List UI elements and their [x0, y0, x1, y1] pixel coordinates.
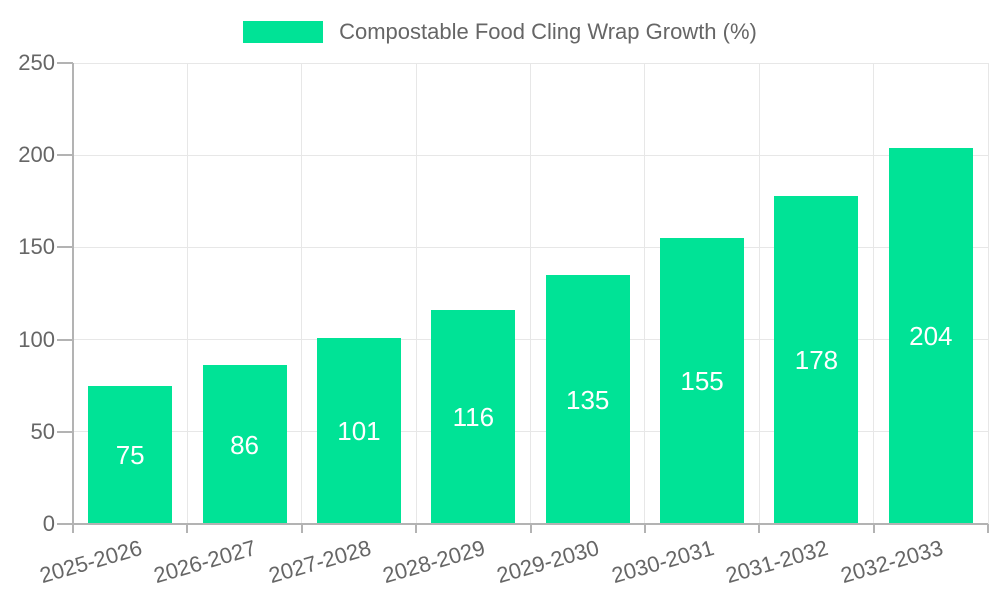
bar[interactable]: 178 — [774, 195, 859, 524]
bar[interactable]: 204 — [888, 147, 973, 524]
x-axis-tick — [987, 524, 989, 533]
bar-value-label: 135 — [565, 384, 610, 415]
y-axis-line — [72, 63, 74, 533]
y-axis-tick — [57, 62, 73, 64]
gridline-v — [873, 63, 875, 524]
y-axis-tick-label: 50 — [30, 418, 55, 444]
gridline-v — [301, 63, 303, 524]
gridline-v — [758, 63, 760, 524]
x-axis-line — [57, 523, 988, 525]
x-axis-tick — [643, 524, 646, 533]
bar[interactable]: 86 — [202, 365, 287, 524]
x-axis-category-label: 2032-2033 — [837, 535, 946, 589]
x-axis-category-label: 2031-2032 — [723, 535, 832, 589]
y-axis-tick-label: 250 — [18, 50, 55, 75]
y-axis-tick-label: 0 — [42, 511, 55, 536]
gridline-v — [987, 63, 989, 524]
y-axis-tick — [57, 430, 73, 433]
bar-value-label: 116 — [452, 402, 495, 433]
legend-swatch — [243, 21, 324, 43]
gridline-v — [530, 63, 531, 524]
x-axis-category-label: 2028-2029 — [379, 535, 488, 589]
y-axis-tick-label: 150 — [18, 234, 55, 260]
chart-legend[interactable]: Compostable Food Cling Wrap Growth (%) — [0, 14, 1000, 50]
x-axis-tick — [758, 524, 761, 533]
x-axis-tick — [872, 524, 875, 533]
bar-value-label: 178 — [794, 344, 839, 375]
bar[interactable]: 116 — [431, 310, 516, 524]
bar-value-label: 86 — [230, 429, 260, 460]
bar[interactable]: 155 — [660, 238, 745, 524]
x-axis-tick — [186, 524, 189, 533]
bar[interactable]: 135 — [545, 275, 630, 524]
y-axis-tick — [57, 246, 73, 249]
y-axis-tick — [57, 154, 73, 157]
legend-label: Compostable Food Cling Wrap Growth (%) — [339, 19, 757, 44]
x-axis-category-label: 2029-2030 — [494, 535, 603, 589]
y-axis-tick-label: 200 — [18, 142, 55, 168]
bar[interactable]: 101 — [316, 337, 401, 524]
x-axis-category-label: 2026-2027 — [151, 535, 260, 589]
gridline-v — [644, 63, 646, 524]
gridline-v — [415, 63, 417, 524]
bar-value-label: 204 — [909, 320, 953, 351]
bar-value-label: 101 — [337, 415, 381, 446]
bar[interactable]: 75 — [88, 385, 173, 524]
x-axis-tick — [529, 524, 532, 533]
x-axis-tick — [300, 524, 303, 533]
bar-value-label: 75 — [115, 439, 145, 470]
x-axis-category-label: 2027-2028 — [265, 535, 374, 589]
y-axis-tick — [57, 338, 73, 341]
gridline-v — [186, 63, 188, 524]
y-axis-tick-label: 100 — [18, 326, 55, 352]
bar-value-label: 155 — [680, 366, 724, 397]
x-axis-category-label: 2030-2031 — [608, 535, 717, 589]
x-axis-category-label: 2025-2026 — [36, 535, 145, 589]
x-axis-tick — [415, 524, 418, 533]
